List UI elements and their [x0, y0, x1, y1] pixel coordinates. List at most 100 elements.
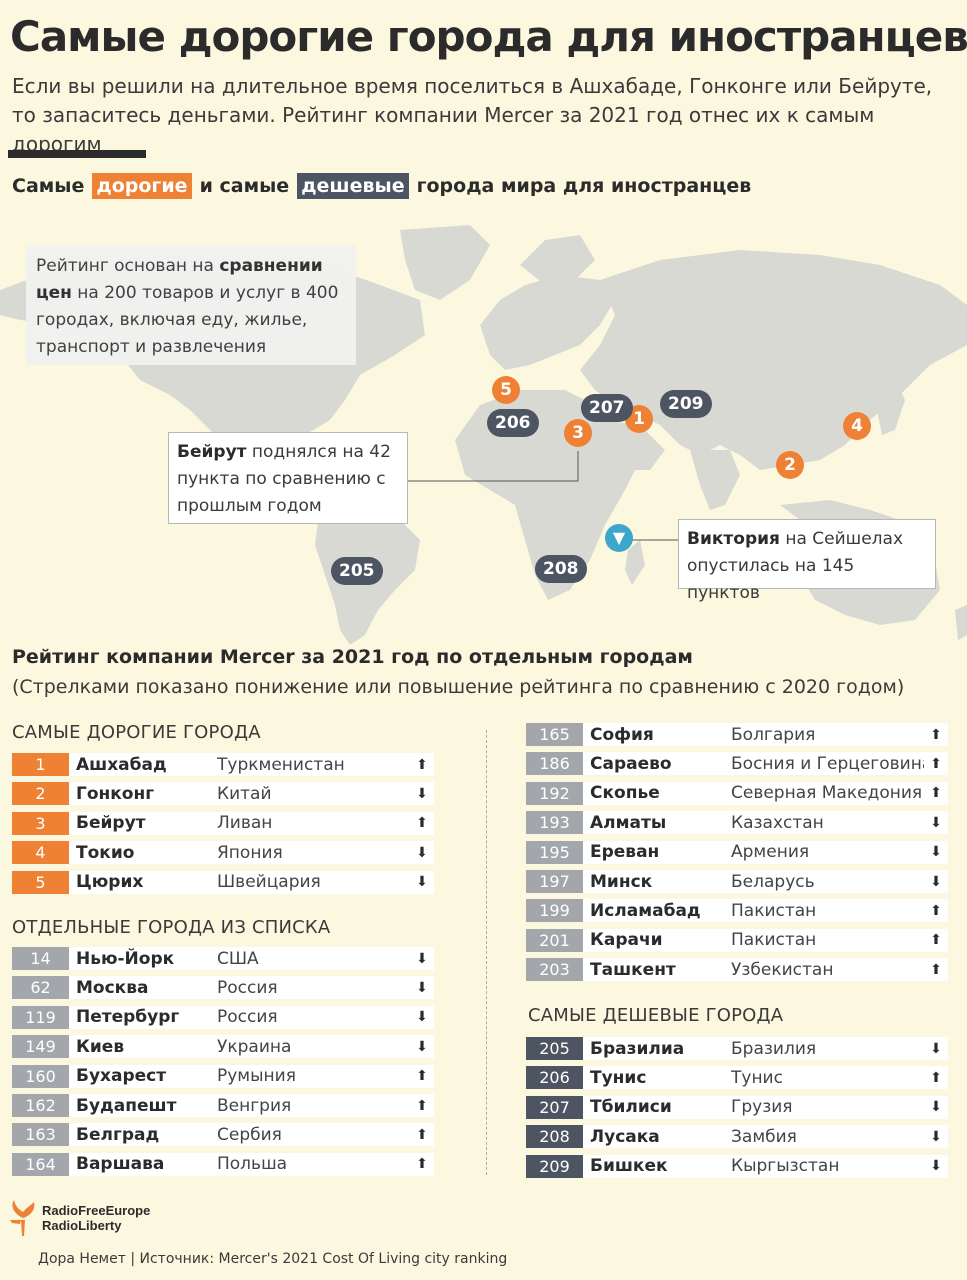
city-cell: Петербург: [76, 1007, 180, 1028]
country-cell: Ливан: [217, 813, 273, 834]
table-row: 62 Москва Россия ⬇: [12, 976, 434, 1000]
country-cell: Китай: [217, 783, 272, 804]
country-cell: Бразилия: [731, 1038, 817, 1059]
table-row: 199 Исламабад Пакистан ⬆: [526, 899, 948, 923]
city-cell: Тунис: [590, 1067, 647, 1088]
map-marker-209: 209: [660, 390, 712, 418]
rank-cell: 119: [12, 1005, 69, 1029]
victoria-down-arrow-icon: ▼: [605, 524, 633, 552]
rank-cell: 208: [526, 1125, 583, 1149]
city-cell: Москва: [76, 977, 149, 998]
table-row: 195 Ереван Армения ⬇: [526, 840, 948, 864]
table-row: 1 Ашхабад Туркменистан ⬆: [12, 753, 434, 776]
ranking-heading: Рейтинг компании Mercer за 2021 год по о…: [12, 646, 693, 668]
rank-cell: 192: [526, 781, 583, 805]
arrow-down-icon: ⬇: [416, 1038, 428, 1055]
map-marker-205: 205: [331, 557, 383, 585]
country-cell: Швейцария: [217, 872, 321, 893]
page-subtitle: Если вы решили на длительное время посел…: [12, 74, 933, 156]
beirut-note-text: поднялся на 42 пункта по сравнению с про…: [177, 442, 391, 516]
arrow-down-icon: ⬇: [930, 814, 942, 831]
city-cell: Тбилиси: [590, 1097, 672, 1118]
table-row: 201 Карачи Пакистан ⬆: [526, 928, 948, 952]
country-cell: Тунис: [731, 1067, 783, 1088]
arrow-down-icon: ⬇: [930, 1040, 942, 1057]
arrow-down-icon: ⬇: [930, 1128, 942, 1145]
victoria-note-text: на Сейшелах опустилась на 145 пунктов: [687, 529, 904, 603]
beirut-note: Бейрут поднялся на 42 пункта по сравнени…: [168, 432, 408, 524]
arrow-up-icon: ⬆: [416, 1126, 428, 1143]
rank-cell: 203: [526, 958, 583, 982]
city-cell: Бейрут: [76, 813, 146, 834]
map-marker-208: 208: [535, 555, 587, 583]
divider-bar: [8, 150, 146, 158]
city-cell: Будапешт: [76, 1095, 177, 1116]
city-cell: Цюрих: [76, 872, 144, 893]
city-cell: Исламабад: [590, 900, 701, 921]
arabia-shape: [600, 420, 665, 470]
rank-cell: 186: [526, 752, 583, 776]
arrow-down-icon: ⬇: [416, 844, 428, 861]
ranking-subheading: (Стрелками показано понижение или повыше…: [12, 676, 905, 698]
arrow-up-icon: ⬆: [930, 1069, 942, 1086]
rank-cell: 201: [526, 928, 583, 952]
city-cell: Скопье: [590, 783, 660, 804]
rank-cell: 205: [526, 1037, 583, 1060]
country-cell: Сербия: [217, 1124, 282, 1145]
beirut-note-bold: Бейрут: [177, 442, 247, 462]
arrow-down-icon: ⬇: [416, 785, 428, 802]
scandinavia-shape: [520, 235, 595, 285]
table-row: 205 Бразилиа Бразилия ⬇: [526, 1037, 948, 1060]
city-cell: София: [590, 724, 654, 745]
country-cell: Пакистан: [731, 900, 817, 921]
map-heading-expensive: дорогие: [92, 173, 192, 199]
city-cell: Бухарест: [76, 1066, 167, 1087]
country-cell: Армения: [731, 842, 810, 863]
arrow-up-icon: ⬆: [930, 961, 942, 978]
table-row: 119 Петербург Россия ⬇: [12, 1005, 434, 1029]
europe-shape: [480, 275, 615, 370]
methodology-note-text-2: на 200 товаров и услуг в 400 городах, вк…: [36, 283, 339, 357]
city-cell: Ереван: [590, 842, 660, 863]
city-cell: Бразилиа: [590, 1038, 685, 1059]
country-cell: Болгария: [731, 724, 816, 745]
table-row: 193 Алматы Казахстан ⬇: [526, 811, 948, 835]
country-cell: Узбекистан: [731, 959, 834, 980]
section-title-cheap: САМЫЕ ДЕШЕВЫЕ ГОРОДА: [528, 1005, 784, 1026]
rank-cell: 149: [12, 1035, 69, 1059]
credit-line: Дора Немет | Источник: Mercer's 2021 Cos…: [38, 1251, 508, 1267]
torch-logo-icon: [10, 1200, 35, 1236]
rank-cell: 4: [12, 841, 69, 865]
methodology-note-text: Рейтинг основан на: [36, 256, 220, 276]
country-cell: Польша: [217, 1154, 288, 1175]
rank-cell: 1: [12, 753, 69, 776]
arrow-up-icon: ⬆: [930, 902, 942, 919]
map-marker-207: 207: [581, 394, 633, 422]
arrow-down-icon: ⬇: [416, 979, 428, 996]
rank-cell: 62: [12, 976, 69, 1000]
arrow-down-icon: ⬇: [930, 844, 942, 861]
rank-cell: 164: [12, 1152, 69, 1176]
arrow-down-icon: ⬇: [416, 1009, 428, 1026]
country-cell: Казахстан: [731, 812, 824, 833]
table-row: 5 Цюрих Швейцария ⬇: [12, 870, 434, 894]
country-cell: Румыния: [217, 1066, 296, 1087]
country-cell: Босния и Герцеговина: [731, 753, 924, 774]
city-cell: Алматы: [590, 812, 667, 833]
country-cell: Пакистан: [731, 930, 817, 951]
map-heading-middle: и самые: [199, 175, 290, 197]
country-cell: Россия: [217, 977, 278, 998]
city-cell: Белград: [76, 1124, 160, 1145]
rank-cell: 193: [526, 811, 583, 835]
rank-cell: 162: [12, 1094, 69, 1117]
city-cell: Ташкент: [590, 959, 676, 980]
arrow-up-icon: ⬆: [930, 726, 942, 743]
rank-cell: 163: [12, 1123, 69, 1147]
madagascar-shape: [625, 540, 645, 585]
arrow-up-icon: ⬆: [930, 785, 942, 802]
table-row: 206 Тунис Тунис ⬆: [526, 1066, 948, 1090]
city-cell: Бишкек: [590, 1156, 668, 1177]
country-cell: Венгрия: [217, 1095, 292, 1116]
table-row: 149 Киев Украина ⬇: [12, 1035, 434, 1059]
map-marker-4: 4: [843, 412, 871, 440]
